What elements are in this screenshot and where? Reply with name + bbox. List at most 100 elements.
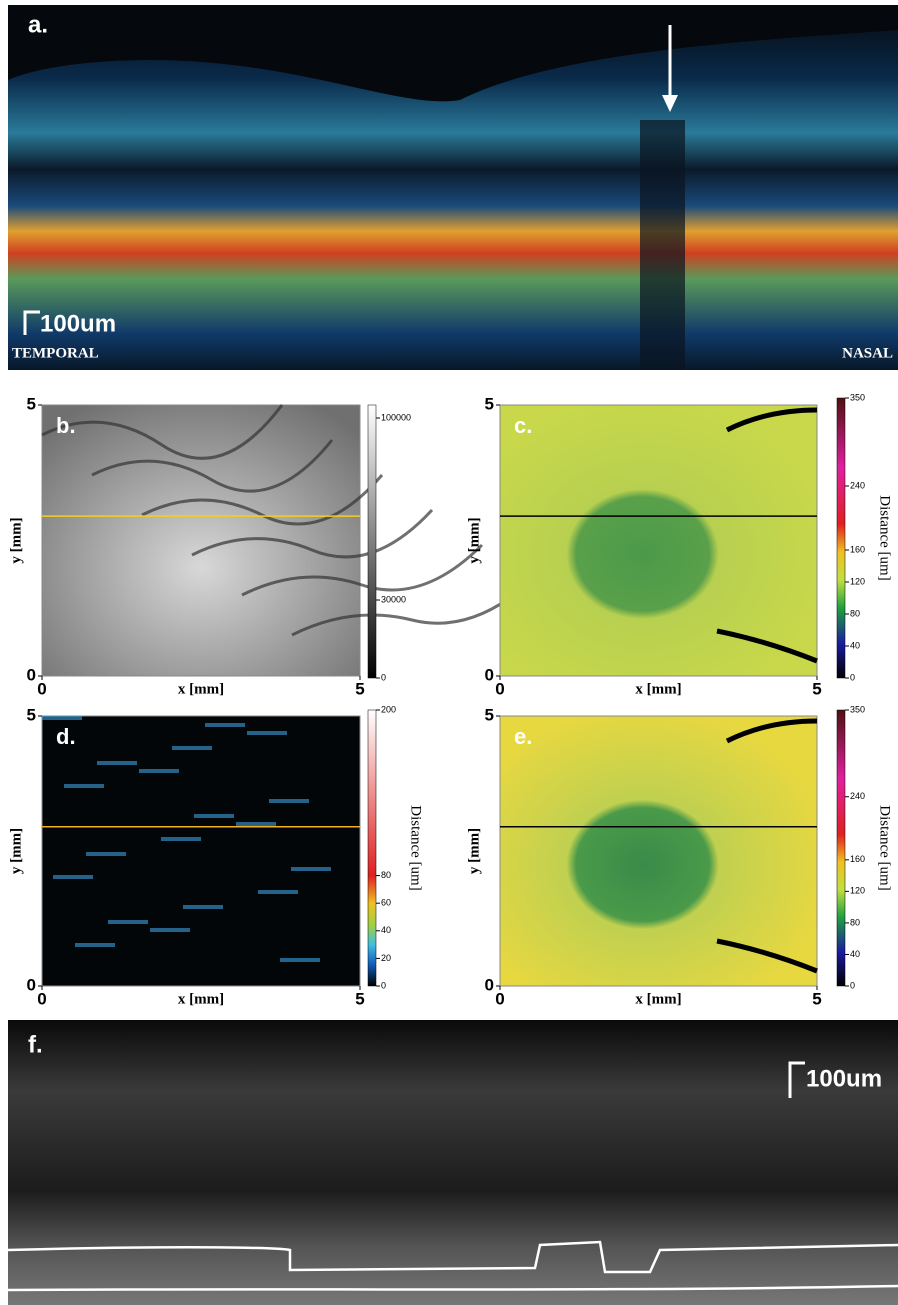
- scale-bar: [23, 310, 40, 335]
- x-axis-label: x [mm]: [178, 991, 224, 1007]
- y-tick-label: 0: [485, 975, 494, 994]
- vitreous: [8, 5, 898, 102]
- boundary-line: [7, 1284, 898, 1292]
- vessel: [716, 718, 818, 974]
- colorbar: [836, 709, 846, 987]
- shadow: [640, 120, 685, 370]
- colorbar-tick-label: 0: [850, 672, 855, 682]
- colorbar-tick-label: 40: [850, 640, 860, 650]
- side-label: NASAL: [842, 345, 893, 361]
- map-image: [499, 404, 818, 677]
- colorbar-tick-label: 60: [381, 898, 391, 908]
- y-tick-label: 5: [27, 705, 36, 724]
- colorbar-tick-label: 80: [850, 608, 860, 618]
- speckle: [172, 746, 212, 750]
- vessel: [716, 407, 818, 664]
- speckle: [183, 905, 223, 909]
- colorbar: [836, 397, 846, 679]
- x-tick-label: 0: [495, 989, 504, 1008]
- y-tick-label: 0: [27, 975, 36, 994]
- speckle: [53, 875, 93, 879]
- map-image: [41, 404, 361, 677]
- y-tick-label: 5: [485, 705, 494, 724]
- x-tick-label: 0: [495, 679, 504, 698]
- colorbar-tick-label: 160: [850, 544, 865, 554]
- x-tick-label: 5: [812, 989, 821, 1008]
- colorbar-tick-label: 20: [381, 953, 391, 963]
- speckle: [139, 769, 179, 773]
- x-axis-label: x [mm]: [635, 681, 681, 697]
- colorbar-tick-label: 120: [850, 576, 865, 586]
- panel-label: d.: [56, 724, 76, 749]
- speckle: [291, 867, 331, 871]
- vessel: [141, 474, 384, 526]
- panel-label: a.: [28, 11, 48, 38]
- map-image: [499, 715, 818, 987]
- arrow-head: [662, 95, 678, 112]
- speckle: [161, 837, 201, 841]
- vessel: [91, 439, 334, 493]
- y-tick-label: 5: [485, 394, 494, 413]
- speckle: [205, 723, 245, 727]
- colorbar-tick-label: 40: [381, 925, 391, 935]
- colorbar: [367, 404, 377, 679]
- x-tick-label: 5: [355, 989, 364, 1008]
- colorbar-label: Distance [um]: [877, 495, 893, 580]
- panel-label: f.: [28, 1031, 43, 1058]
- colorbar-tick-label: 0: [381, 980, 386, 990]
- x-axis-label: x [mm]: [178, 681, 224, 697]
- y-tick-label: 0: [485, 665, 494, 684]
- panel-label: b.: [56, 413, 76, 438]
- y-tick-label: 5: [27, 394, 36, 413]
- speckle: [42, 716, 82, 720]
- speckle: [108, 920, 148, 924]
- speckle: [97, 761, 137, 765]
- vessel: [241, 543, 484, 597]
- side-label: TEMPORAL: [12, 345, 99, 361]
- colorbar-tick-label: 240: [850, 791, 865, 801]
- oct-image-f: [8, 1020, 898, 1305]
- colorbar-tick-label: 0: [850, 980, 855, 990]
- colorbar-tick-label: 30000: [381, 594, 406, 604]
- speckle: [236, 822, 276, 826]
- colorbar-tick-label: 200: [381, 704, 396, 714]
- colorbar: [367, 709, 377, 987]
- y-axis-label: y [mm]: [466, 517, 482, 563]
- scale-bar: [788, 1061, 805, 1098]
- scale-bar-label: 100um: [40, 310, 116, 337]
- y-axis-label: y [mm]: [8, 517, 24, 563]
- x-tick-label: 5: [812, 679, 821, 698]
- speckle: [75, 943, 115, 947]
- y-axis-label: y [mm]: [466, 828, 482, 874]
- panel-label: e.: [514, 724, 532, 749]
- colorbar-tick-label: 350: [850, 704, 865, 714]
- colorbar-tick-label: 100000: [381, 412, 411, 422]
- colorbar-tick-label: 120: [850, 886, 865, 896]
- scale-bar-label: 100um: [806, 1065, 882, 1092]
- colorbar-tick-label: 80: [381, 870, 391, 880]
- colorbar-tick-label: 240: [850, 480, 865, 490]
- colorbar-label: Distance [um]: [877, 805, 893, 890]
- speckle: [258, 890, 298, 894]
- y-tick-label: 0: [27, 665, 36, 684]
- boundary-line: [7, 1240, 898, 1274]
- speckle: [269, 799, 309, 803]
- speckle: [86, 852, 126, 856]
- y-axis-label: y [mm]: [8, 828, 24, 874]
- x-axis-label: x [mm]: [635, 991, 681, 1007]
- speckle: [150, 928, 190, 932]
- vessel: [291, 578, 534, 637]
- vessel: [191, 508, 434, 559]
- speckle: [280, 958, 320, 962]
- panel-label: c.: [514, 413, 532, 438]
- colorbar-tick-label: 40: [850, 949, 860, 959]
- x-tick-label: 0: [37, 679, 46, 698]
- x-tick-label: 5: [355, 679, 364, 698]
- map-image: [41, 715, 361, 987]
- colorbar-tick-label: 350: [850, 392, 865, 402]
- vessel: [41, 404, 284, 460]
- colorbar-label: Distance [um]: [408, 805, 424, 890]
- colorbar-tick-label: 0: [381, 672, 386, 682]
